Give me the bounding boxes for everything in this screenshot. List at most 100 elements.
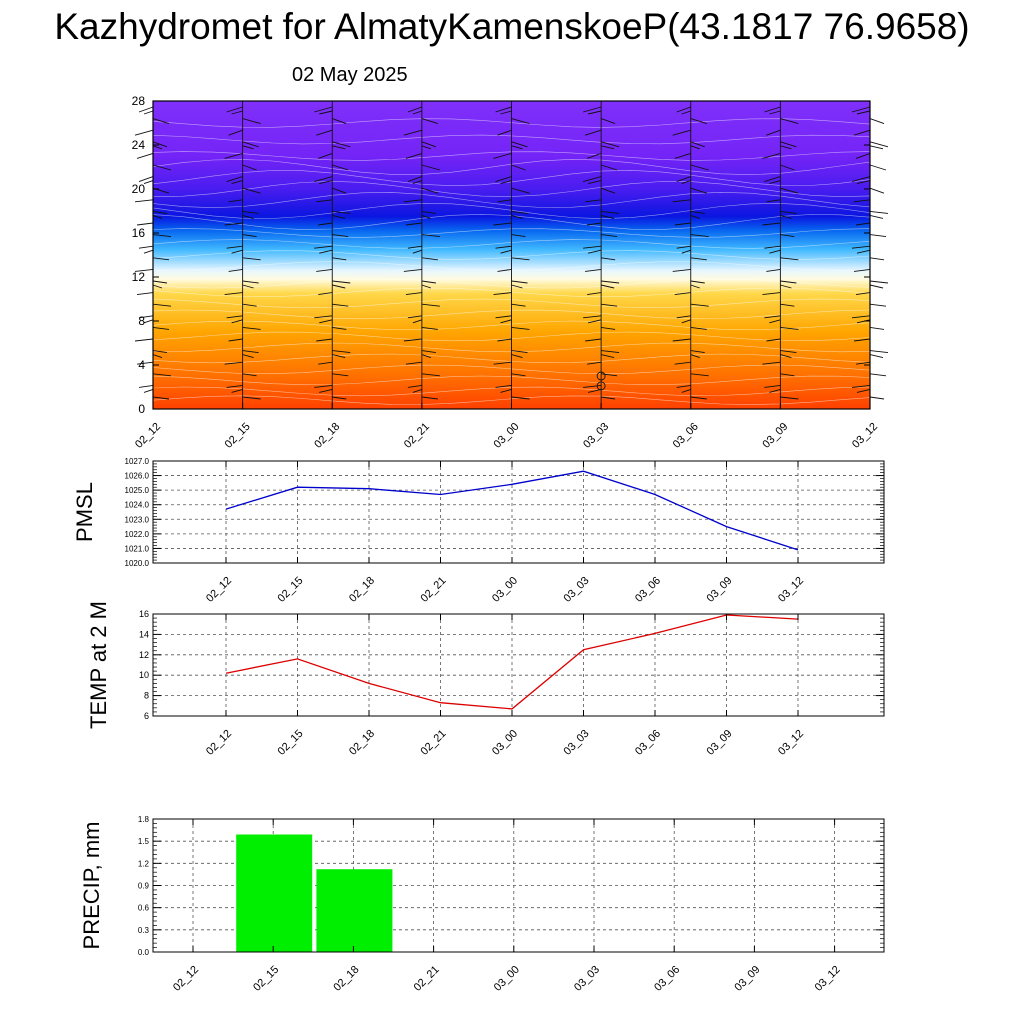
wind-barb <box>152 354 163 359</box>
wind-barb <box>869 326 885 330</box>
calm-wind-circle <box>596 371 606 381</box>
wind-barb <box>493 222 512 226</box>
wind-barb <box>493 292 512 296</box>
x-tick-label: 03_09 <box>705 575 735 605</box>
y-tick-label: 14 <box>139 629 149 639</box>
wind-barb <box>421 284 432 289</box>
wind-barb <box>690 145 700 150</box>
wind-barb <box>242 145 254 150</box>
wind-barb <box>495 176 512 183</box>
chart-title: Kazhydromet for AlmatyKamenskoeP(43.1817… <box>54 6 970 47</box>
wind-barb <box>421 373 440 377</box>
x-tick-label: 03_12 <box>776 575 806 605</box>
wind-barb <box>869 164 887 171</box>
wind-barb <box>314 176 333 183</box>
wind-barb <box>764 315 781 319</box>
wind-barb <box>690 214 700 219</box>
wind-barb <box>853 129 871 136</box>
wind-barb <box>242 326 261 330</box>
wind-barb <box>762 222 781 226</box>
y-tick-label: 16 <box>139 609 149 619</box>
wind-barb <box>855 152 871 159</box>
wind-barb <box>766 268 781 272</box>
x-tick-label: 03_12 <box>776 728 806 758</box>
wind-barb <box>136 222 154 226</box>
wind-barb <box>780 145 792 150</box>
wind-barb <box>851 176 871 183</box>
wind-barb <box>224 361 243 365</box>
wind-barb <box>421 214 432 219</box>
wind-barb <box>134 268 154 272</box>
wind-barb <box>764 176 781 183</box>
wind-barb <box>242 350 259 354</box>
wind-barb <box>855 292 871 296</box>
wind-barb <box>780 164 795 171</box>
wind-barb <box>601 234 618 238</box>
wind-barb <box>403 199 422 203</box>
wind-barb <box>853 268 871 272</box>
wind-barb <box>585 268 602 272</box>
x-tick-label: 03_03 <box>562 728 592 758</box>
wind-barb <box>601 280 620 284</box>
wind-barb <box>403 268 422 272</box>
wind-barb <box>228 129 243 136</box>
wind-barb <box>780 326 799 330</box>
wind-barb <box>511 145 523 150</box>
x-tick-label: 02_12 <box>171 964 201 994</box>
wind-barb <box>511 303 526 307</box>
y-tick-label: 1020.0 <box>125 559 150 568</box>
y-tick-label: 1.5 <box>138 837 150 846</box>
calm-wind-circle <box>596 381 606 391</box>
wind-barb <box>583 315 602 319</box>
wind-barb <box>314 384 333 388</box>
x-tick-label: 03_06 <box>671 421 701 451</box>
wind-barb <box>152 326 170 330</box>
wind-barb <box>242 164 257 171</box>
wind-barb <box>224 152 243 159</box>
y-tick-label: 1021.0 <box>125 544 150 553</box>
x-tick-label: 02_12 <box>204 575 234 605</box>
wind-barb <box>780 350 797 354</box>
wind-barb <box>588 249 602 254</box>
wind-barb <box>681 319 691 324</box>
wind-barb <box>421 396 438 400</box>
wind-barb <box>851 245 871 249</box>
y-tick-label: 12 <box>132 270 146 284</box>
y-tick-label: 0.6 <box>138 904 150 913</box>
wind-barb <box>332 373 349 377</box>
wind-barb <box>780 118 799 125</box>
y-tick-label: 6 <box>144 711 149 721</box>
plot-frame <box>152 460 885 564</box>
wind-barb <box>780 187 799 194</box>
wind-barb <box>769 180 781 185</box>
wind-barb <box>242 187 261 194</box>
wind-barb <box>600 164 618 171</box>
wind-barb <box>869 257 885 261</box>
x-tick-label: 02_21 <box>419 575 449 605</box>
wind-barb <box>412 180 423 185</box>
x-tick-label: 03_09 <box>732 964 762 994</box>
wind-barb <box>869 284 884 289</box>
wind-barb <box>681 180 691 185</box>
x-tick-label: 03_00 <box>490 575 520 605</box>
precip-bar <box>316 869 393 952</box>
y-tick-label: 1024.0 <box>125 501 150 510</box>
y-axis-label: TEMP at 2 M <box>86 601 111 729</box>
wind-barb <box>421 234 440 238</box>
wind-barb <box>681 249 691 254</box>
y-tick-label: 1.2 <box>138 859 150 868</box>
y-tick-label: 0.9 <box>138 882 150 891</box>
plot-frame <box>152 613 885 717</box>
wind-barb <box>511 396 530 400</box>
wind-barb <box>224 292 243 296</box>
wind-barb <box>869 396 885 400</box>
wind-barb <box>601 214 615 219</box>
wind-barb <box>762 152 781 159</box>
wind-barb <box>231 249 243 254</box>
x-tick-label: 03_03 <box>562 575 592 605</box>
wind-barb <box>601 396 616 400</box>
wind-barb <box>412 319 423 324</box>
wind-barb <box>764 106 781 113</box>
wind-barb <box>769 110 781 115</box>
